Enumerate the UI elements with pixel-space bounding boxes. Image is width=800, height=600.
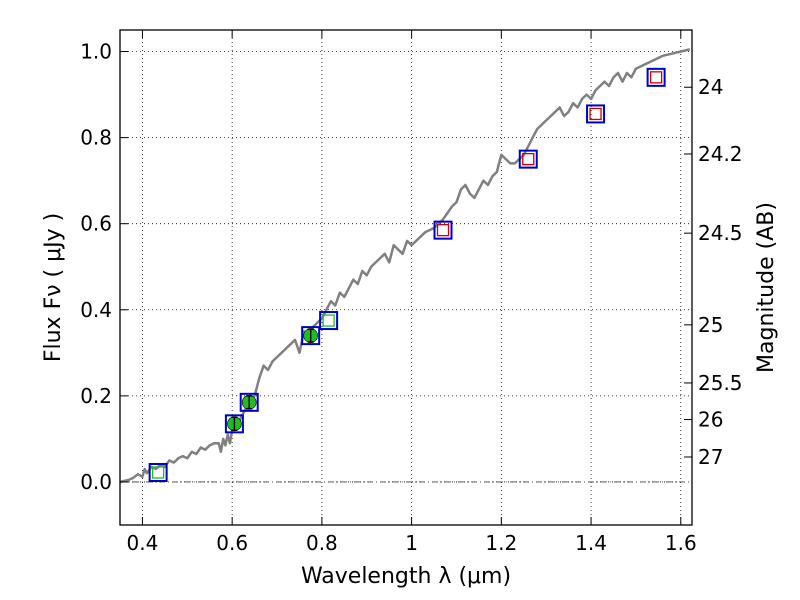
x-axis-label: Wavelength λ (μm) bbox=[301, 564, 511, 589]
upper-limit-square bbox=[522, 152, 535, 166]
right-tick-label: 25.5 bbox=[698, 371, 743, 395]
upper-limit-square bbox=[649, 71, 663, 84]
y-tick-label: 0.8 bbox=[80, 126, 112, 150]
grid bbox=[120, 30, 692, 525]
model-photometry-square bbox=[301, 326, 321, 346]
series-layer bbox=[119, 48, 691, 484]
model-spectrum-line bbox=[119, 48, 691, 484]
y-tick-label: 1.0 bbox=[80, 40, 112, 64]
model-photometry-square bbox=[224, 414, 244, 434]
right-tick-label: 26 bbox=[698, 408, 723, 432]
y-tick-label: 0.6 bbox=[80, 212, 112, 236]
ticks: 0.4 0.6 0.8 1 1.2 1.4 1.6 0.0 0.2 0.4 0.6 0.8 1.0 24 2… bbox=[80, 30, 743, 555]
right-tick-label: 24.2 bbox=[698, 142, 743, 166]
upper-limit-square bbox=[322, 314, 335, 327]
y-axis-label: Flux Fν ( μJy ) bbox=[41, 213, 66, 362]
model-photometry-square bbox=[148, 462, 168, 482]
right-tick-label: 24 bbox=[698, 75, 723, 99]
model-photometry-square bbox=[433, 220, 453, 240]
right-tick-label: 24.5 bbox=[698, 221, 743, 245]
x-tick-label: 0.4 bbox=[127, 531, 159, 555]
y-tick-label: 0.2 bbox=[80, 384, 112, 408]
y-tick-label: 0.4 bbox=[80, 298, 112, 322]
x-tick-label: 1.4 bbox=[575, 531, 607, 555]
right-tick-label: 27 bbox=[698, 445, 723, 469]
plot-frame bbox=[119, 29, 693, 526]
x-tick-label: 0.8 bbox=[306, 531, 338, 555]
upper-limit-square bbox=[151, 466, 165, 479]
y-tick-label: 0.0 bbox=[80, 470, 112, 494]
x-tick-label: 0.6 bbox=[216, 531, 248, 555]
model-photometry-square bbox=[586, 104, 606, 124]
upper-limit-square bbox=[589, 107, 602, 121]
model-photometry-square bbox=[646, 67, 666, 87]
upper-limit-square bbox=[436, 224, 450, 237]
model-photometry-square bbox=[518, 149, 538, 169]
model-photometry-square bbox=[319, 311, 339, 331]
x-tick-label: 1.2 bbox=[485, 531, 517, 555]
model-photometry-square bbox=[239, 392, 259, 412]
x-tick-label: 1.6 bbox=[665, 531, 697, 555]
right-axis-label: Magnitude (AB) bbox=[754, 202, 779, 373]
right-tick-label: 25 bbox=[698, 313, 723, 337]
x-tick-label: 1 bbox=[405, 531, 418, 555]
